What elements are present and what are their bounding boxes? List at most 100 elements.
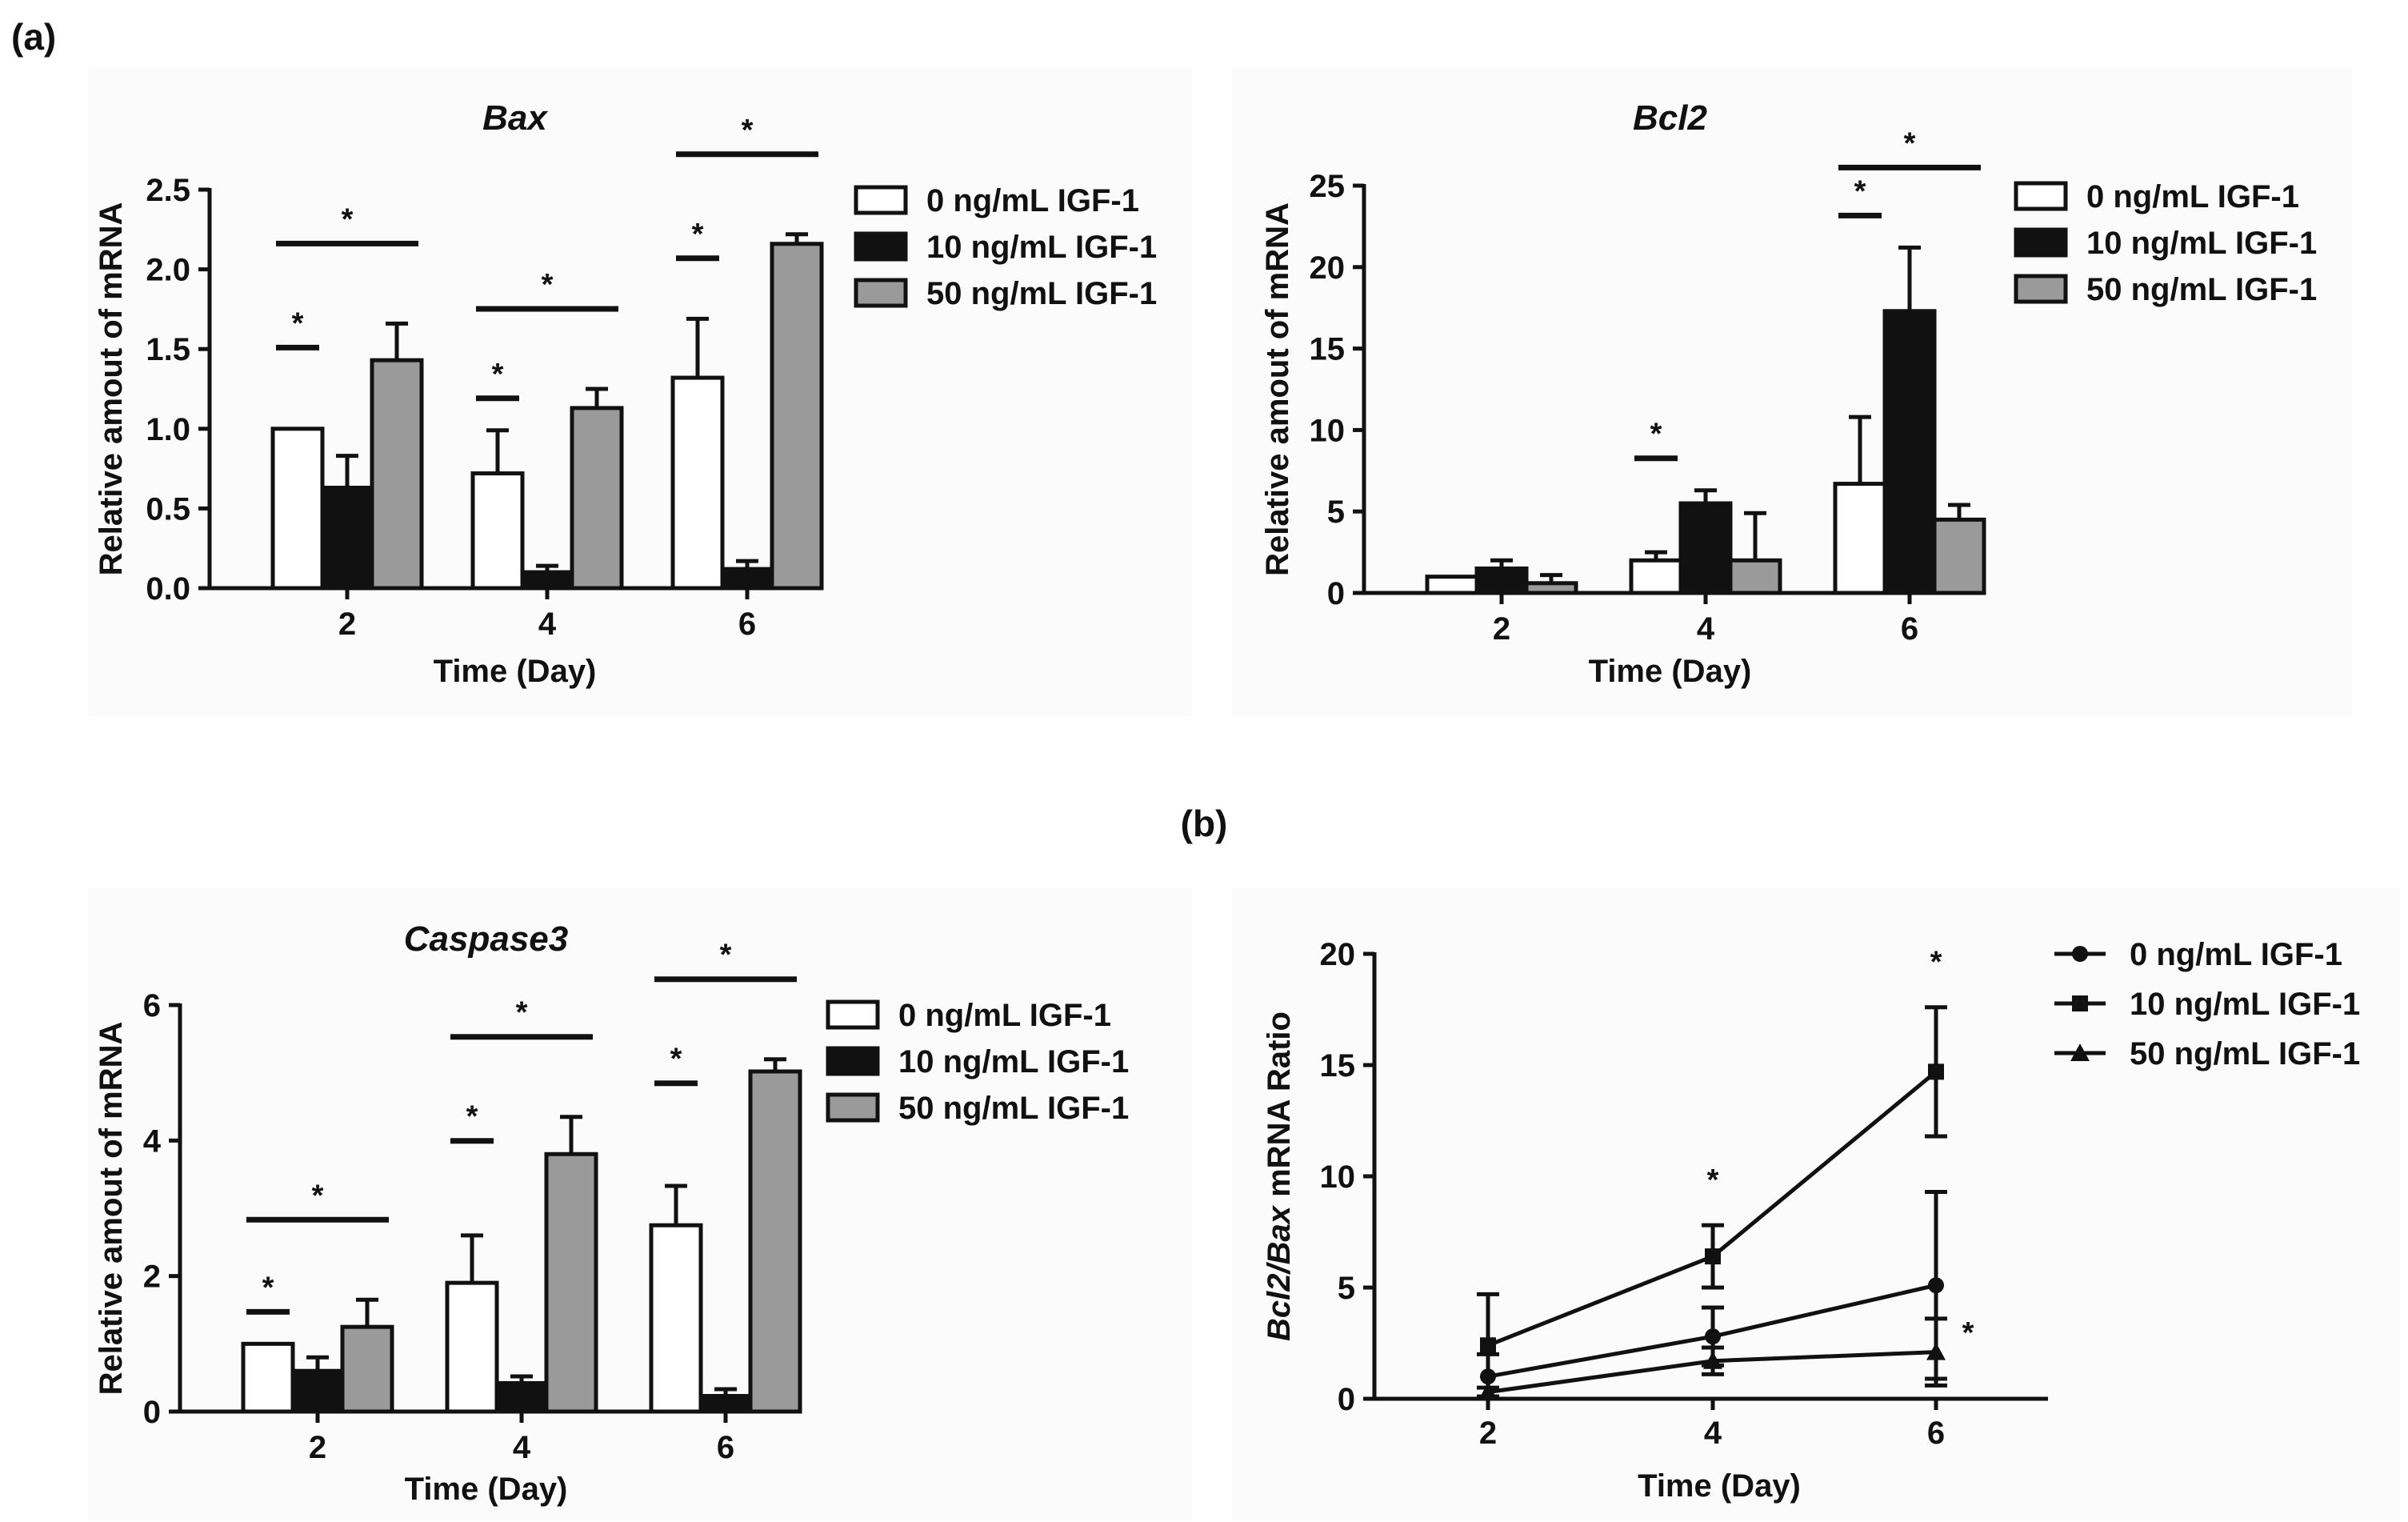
bcl2-bar-10ngmligf1 — [1882, 309, 1937, 595]
ratio-significance-star: * — [1707, 1164, 1719, 1197]
bax-legend-label: 0 ng/mL IGF-1 — [926, 183, 1139, 218]
caspase3-panel-background — [88, 888, 1192, 1520]
ratio-legend-marker-circle — [2072, 946, 2088, 962]
bcl2-significance-star: * — [1854, 174, 1866, 208]
ratio-marker-triangle — [1926, 1342, 1946, 1360]
bax-legend-label: 10 ng/mL IGF-1 — [926, 230, 1157, 265]
ratio-x-tick-label: 6 — [1927, 1416, 1945, 1451]
bax-bar-10ngmligf1 — [320, 486, 374, 591]
ratio-y-tick-label: 5 — [1338, 1271, 1355, 1306]
ratio-panel-background — [1232, 888, 2400, 1520]
caspase3-legend-swatch — [826, 999, 880, 1030]
bcl2-y-tick-label: 25 — [1310, 169, 1346, 204]
ratio-y-tick-label: 15 — [1320, 1048, 1356, 1083]
caspase3-y-tick-label: 0 — [143, 1395, 161, 1430]
caspase3-bar-10ngmligf1 — [698, 1394, 753, 1414]
bax-y-axis-title: Relative amout of mRNA — [94, 202, 129, 576]
bcl2-y-axis-title: Relative amout of mRNA — [1260, 202, 1295, 576]
ratio-legend-label: 10 ng/mL IGF-1 — [2130, 987, 2360, 1022]
bcl2-bar-50ngmligf1 — [1524, 581, 1578, 595]
panel-label-b: (b) — [1181, 803, 1228, 844]
bax-y-tick-label: 1.0 — [146, 412, 190, 447]
bax-x-tick-label: 4 — [538, 607, 557, 642]
ratio-y-axis-title-rest: mRNA Ratio — [1262, 1011, 1297, 1206]
caspase3-bar-50ngmligf1 — [340, 1324, 394, 1414]
ratio-y-axis-title-italic: Bcl2/Bax — [1262, 1204, 1297, 1341]
caspase3-significance-star: * — [720, 939, 732, 972]
bcl2-x-tick-label: 2 — [1493, 611, 1510, 647]
caspase3-significance-star: * — [466, 1100, 478, 1134]
panel-label-a: (a) — [11, 16, 56, 58]
bcl2-legend-swatch — [2014, 227, 2068, 258]
bax-significance-star: * — [492, 358, 504, 391]
ratio-marker-triangle — [1478, 1382, 1498, 1400]
bax-y-tick-label: 0.5 — [146, 491, 190, 527]
bax-bar-0ngmligf1 — [270, 427, 325, 591]
ratio-marker-triangle — [1703, 1351, 1722, 1369]
bcl2-bar-10ngmligf1 — [1678, 501, 1733, 595]
bax-bar-50ngmligf1 — [570, 406, 624, 591]
ratio-significance-star: * — [1962, 1316, 1974, 1350]
bax-bar-10ngmligf1 — [520, 570, 574, 591]
ratio-legend-label: 0 ng/mL IGF-1 — [2130, 937, 2342, 972]
bax-y-tick-label: 0.0 — [146, 571, 190, 607]
bax-significance-star: * — [542, 268, 554, 302]
bax-legend-swatch — [854, 185, 908, 215]
ratio-significance-star: * — [1930, 946, 1942, 979]
bcl2-bar-50ngmligf1 — [1728, 558, 1782, 595]
caspase3-bar-0ngmligf1 — [241, 1341, 295, 1414]
caspase3-title: Caspase3 — [404, 919, 568, 959]
bcl2-bar-50ngmligf1 — [1932, 517, 1986, 595]
ratio-legend-label: 50 ng/mL IGF-1 — [2130, 1036, 2360, 1071]
caspase3-x-axis-title: Time (Day) — [405, 1472, 568, 1507]
bcl2-legend-swatch — [2014, 181, 2068, 211]
bax-significance-star: * — [292, 306, 304, 340]
ratio-marker-circle — [1928, 1277, 1944, 1294]
bax-y-tick-label: 2.5 — [146, 173, 190, 208]
bcl2-title: Bcl2 — [1633, 98, 1707, 138]
bcl2-significance-star: * — [1904, 126, 1916, 160]
bcl2-panel-background — [1232, 68, 2352, 716]
ratio-y-axis-title: Bcl2/Bax mRNA Ratio — [1262, 1011, 1297, 1341]
caspase3-y-tick-label: 2 — [143, 1260, 161, 1295]
bcl2-bar-0ngmligf1 — [1425, 575, 1479, 595]
bcl2-y-tick-label: 0 — [1327, 576, 1345, 611]
bcl2-x-tick-label: 4 — [1697, 611, 1715, 647]
caspase3-bar-10ngmligf1 — [494, 1380, 549, 1414]
ratio-marker-square — [1480, 1337, 1496, 1354]
bax-significance-star: * — [342, 202, 354, 236]
caspase3-y-tick-label: 4 — [143, 1123, 162, 1159]
bcl2-legend-label: 0 ng/mL IGF-1 — [2086, 179, 2299, 214]
ratio-marker-square — [1928, 1063, 1944, 1080]
caspase3-bar-0ngmligf1 — [445, 1280, 499, 1414]
caspase3-x-tick-label: 4 — [513, 1430, 531, 1465]
bcl2-y-tick-label: 20 — [1310, 250, 1346, 286]
caspase3-x-tick-label: 6 — [717, 1430, 734, 1465]
bax-bar-0ngmligf1 — [670, 375, 725, 591]
ratio-marker-circle — [1705, 1328, 1721, 1345]
bax-y-tick-label: 1.5 — [146, 332, 190, 367]
bcl2-bar-10ngmligf1 — [1474, 566, 1529, 595]
bax-bar-0ngmligf1 — [470, 471, 525, 591]
bax-legend-swatch — [854, 278, 908, 308]
caspase3-legend-swatch — [826, 1046, 880, 1076]
caspase3-legend-swatch — [826, 1092, 880, 1123]
bcl2-significance-star: * — [1650, 418, 1662, 451]
bax-x-tick-label: 6 — [738, 607, 756, 642]
ratio-x-axis-title: Time (Day) — [1638, 1468, 1801, 1504]
ratio-chart: 0 5 10 15 20 Time (Day) Bcl2/Bax mRNA Ratio 2 4 6… — [1262, 937, 2360, 1504]
caspase3-x-tick-label: 2 — [309, 1430, 326, 1465]
bax-bar-10ngmligf1 — [720, 567, 774, 591]
bcl2-x-tick-label: 6 — [1901, 611, 1918, 647]
ratio-x-tick-label: 4 — [1704, 1416, 1722, 1451]
caspase3-bar-10ngmligf1 — [290, 1368, 345, 1414]
bax-bar-50ngmligf1 — [770, 242, 824, 591]
caspase3-significance-star: * — [516, 996, 528, 1030]
caspase3-bar-0ngmligf1 — [649, 1223, 703, 1414]
ratio-legend-marker-square — [2072, 995, 2088, 1011]
ratio-marker-square — [1705, 1248, 1721, 1265]
bcl2-y-tick-label: 10 — [1310, 413, 1346, 448]
ratio-x-tick-label: 2 — [1479, 1416, 1497, 1451]
caspase3-bar-50ngmligf1 — [544, 1152, 598, 1414]
